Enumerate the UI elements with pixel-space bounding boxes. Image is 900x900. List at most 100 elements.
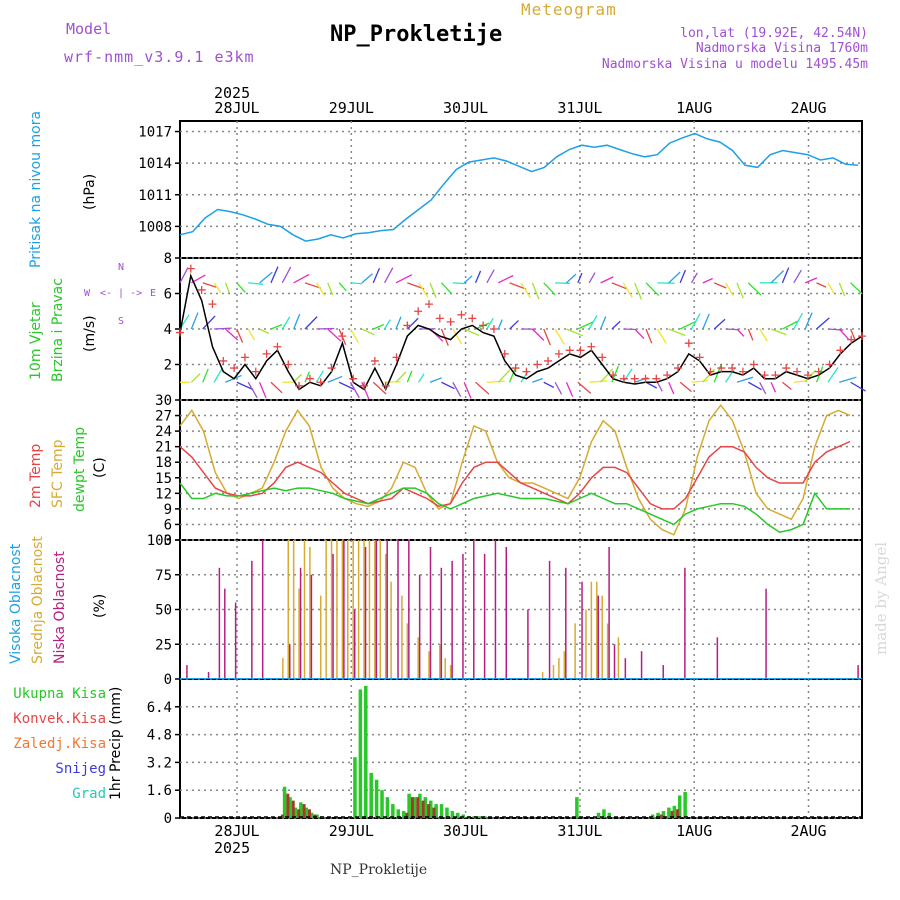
wind-gust-mark bbox=[544, 356, 553, 365]
y-tick-label: 21 bbox=[155, 440, 172, 456]
wind-arrow bbox=[691, 379, 708, 383]
wind-arrow bbox=[372, 324, 385, 330]
wind-arrow bbox=[543, 381, 555, 389]
wind-arrow bbox=[486, 317, 494, 330]
y-tick-label: 1017 bbox=[138, 125, 172, 141]
total-precip-bar bbox=[477, 816, 482, 818]
conv-precip-bar bbox=[659, 814, 663, 818]
precip-unit: 1hr Precip (mm) bbox=[108, 686, 124, 800]
wind-arrow bbox=[838, 328, 849, 340]
total-precip-bar bbox=[288, 797, 292, 818]
total-precip-bar bbox=[428, 800, 433, 818]
wind-arrow bbox=[247, 381, 258, 398]
wind-arrow bbox=[225, 328, 239, 341]
bottom-date-label: 2AUG bbox=[790, 822, 826, 840]
wind-title-2: Brzina i Pravac bbox=[50, 278, 66, 382]
conv-precip-bar bbox=[427, 804, 431, 818]
y-tick-label: 12 bbox=[155, 486, 172, 502]
total-precip-bar bbox=[677, 795, 682, 818]
wind-arrow bbox=[645, 381, 657, 389]
wind-arrow bbox=[372, 381, 387, 395]
wind-gust-mark bbox=[360, 381, 369, 390]
wind-arrow bbox=[270, 381, 283, 394]
model-name: wrf-nmm_v3.9.1 e3km bbox=[64, 48, 255, 66]
temp2m-title: 2m Temp bbox=[28, 443, 44, 508]
y-tick-label: 6 bbox=[164, 287, 172, 303]
wind-arrow bbox=[441, 381, 455, 390]
wind-arrow bbox=[190, 312, 199, 330]
top-date-label: 29JUL bbox=[329, 99, 374, 117]
wind-arrow bbox=[611, 365, 619, 383]
wind-arrow bbox=[543, 328, 551, 346]
wind-gust-mark bbox=[554, 349, 563, 358]
total-precip-bar bbox=[299, 802, 303, 818]
wind-arrow bbox=[384, 319, 391, 330]
wind-arrow bbox=[395, 274, 413, 284]
model-altitude-label: Nadmorska Visina u modelu 1495.45m bbox=[601, 57, 868, 72]
wind-arrow bbox=[281, 266, 292, 284]
wind-gust-mark bbox=[576, 346, 585, 355]
y-tick-label: 30 bbox=[155, 393, 172, 409]
wind-gust-mark bbox=[684, 339, 693, 348]
wind-gust-mark bbox=[749, 360, 758, 369]
wind-gust-mark bbox=[825, 360, 834, 369]
total-precip-bar bbox=[358, 689, 363, 818]
conv-precip-bar bbox=[307, 809, 311, 818]
wind-arrow bbox=[304, 371, 310, 383]
wind-arrow bbox=[793, 312, 804, 330]
wind-arrow bbox=[543, 282, 556, 296]
wind-arrow bbox=[804, 369, 816, 383]
wind-gust-mark bbox=[446, 317, 455, 326]
wind-arrow bbox=[293, 313, 301, 330]
top-date-label: 31JUL bbox=[557, 99, 602, 117]
wind-arrow bbox=[270, 323, 283, 330]
wind-arrow bbox=[645, 328, 653, 344]
total-precip-bar bbox=[423, 797, 428, 818]
wind-arrow bbox=[816, 282, 827, 288]
wind-arrow bbox=[566, 328, 584, 337]
wind-arrow bbox=[781, 267, 790, 284]
wind-arrow bbox=[600, 368, 614, 383]
y-tick-label: 50 bbox=[155, 603, 172, 619]
wind-arrow bbox=[281, 316, 291, 330]
wind-arrow bbox=[395, 371, 407, 383]
wind-arrow bbox=[690, 272, 698, 284]
wind-arrow bbox=[452, 282, 465, 285]
total-precip-bar bbox=[369, 772, 373, 818]
total-precip-bar bbox=[293, 807, 298, 818]
wind-gust-mark bbox=[663, 371, 672, 380]
wind-arrow bbox=[361, 381, 370, 400]
wind-arrow bbox=[486, 269, 495, 284]
wind-arrow bbox=[679, 381, 692, 393]
wind-title: 10m Vjetar bbox=[28, 302, 44, 380]
meteogram-title: Meteogram bbox=[521, 0, 617, 19]
wind-arrow bbox=[236, 381, 254, 391]
wind-gust-mark bbox=[673, 364, 682, 373]
wind-arrow bbox=[258, 382, 267, 399]
wind-arrow bbox=[816, 317, 830, 330]
panel-frame-4 bbox=[179, 678, 863, 819]
conv-precip-bar bbox=[416, 797, 420, 818]
y-tick-label: 6.4 bbox=[147, 700, 172, 716]
total-precip-bar bbox=[450, 811, 455, 818]
wind-arrow bbox=[588, 272, 596, 284]
wind-arrow bbox=[463, 381, 472, 399]
wind-gust-mark bbox=[598, 353, 607, 362]
bottom-date-label: 31JUL bbox=[557, 822, 602, 840]
wind-arrow bbox=[690, 313, 701, 330]
y-tick-label: 18 bbox=[155, 455, 172, 471]
wind-arrow bbox=[804, 277, 818, 284]
wind-arrow bbox=[259, 328, 270, 335]
pressure-unit: (hPa) bbox=[82, 173, 98, 210]
y-tick-label: 0 bbox=[164, 811, 172, 827]
wind-gust-mark bbox=[630, 374, 639, 383]
y-tick-label: 100 bbox=[147, 533, 172, 549]
conv-precip-bar bbox=[291, 800, 295, 818]
total-precip-bar bbox=[353, 757, 357, 818]
wind-arrow bbox=[259, 271, 273, 284]
wind-gust-mark bbox=[814, 367, 823, 376]
total-precip-bar bbox=[596, 812, 601, 818]
wind-arrow bbox=[293, 373, 302, 383]
wind-arrow bbox=[782, 320, 799, 330]
wind-arrow bbox=[349, 328, 359, 343]
